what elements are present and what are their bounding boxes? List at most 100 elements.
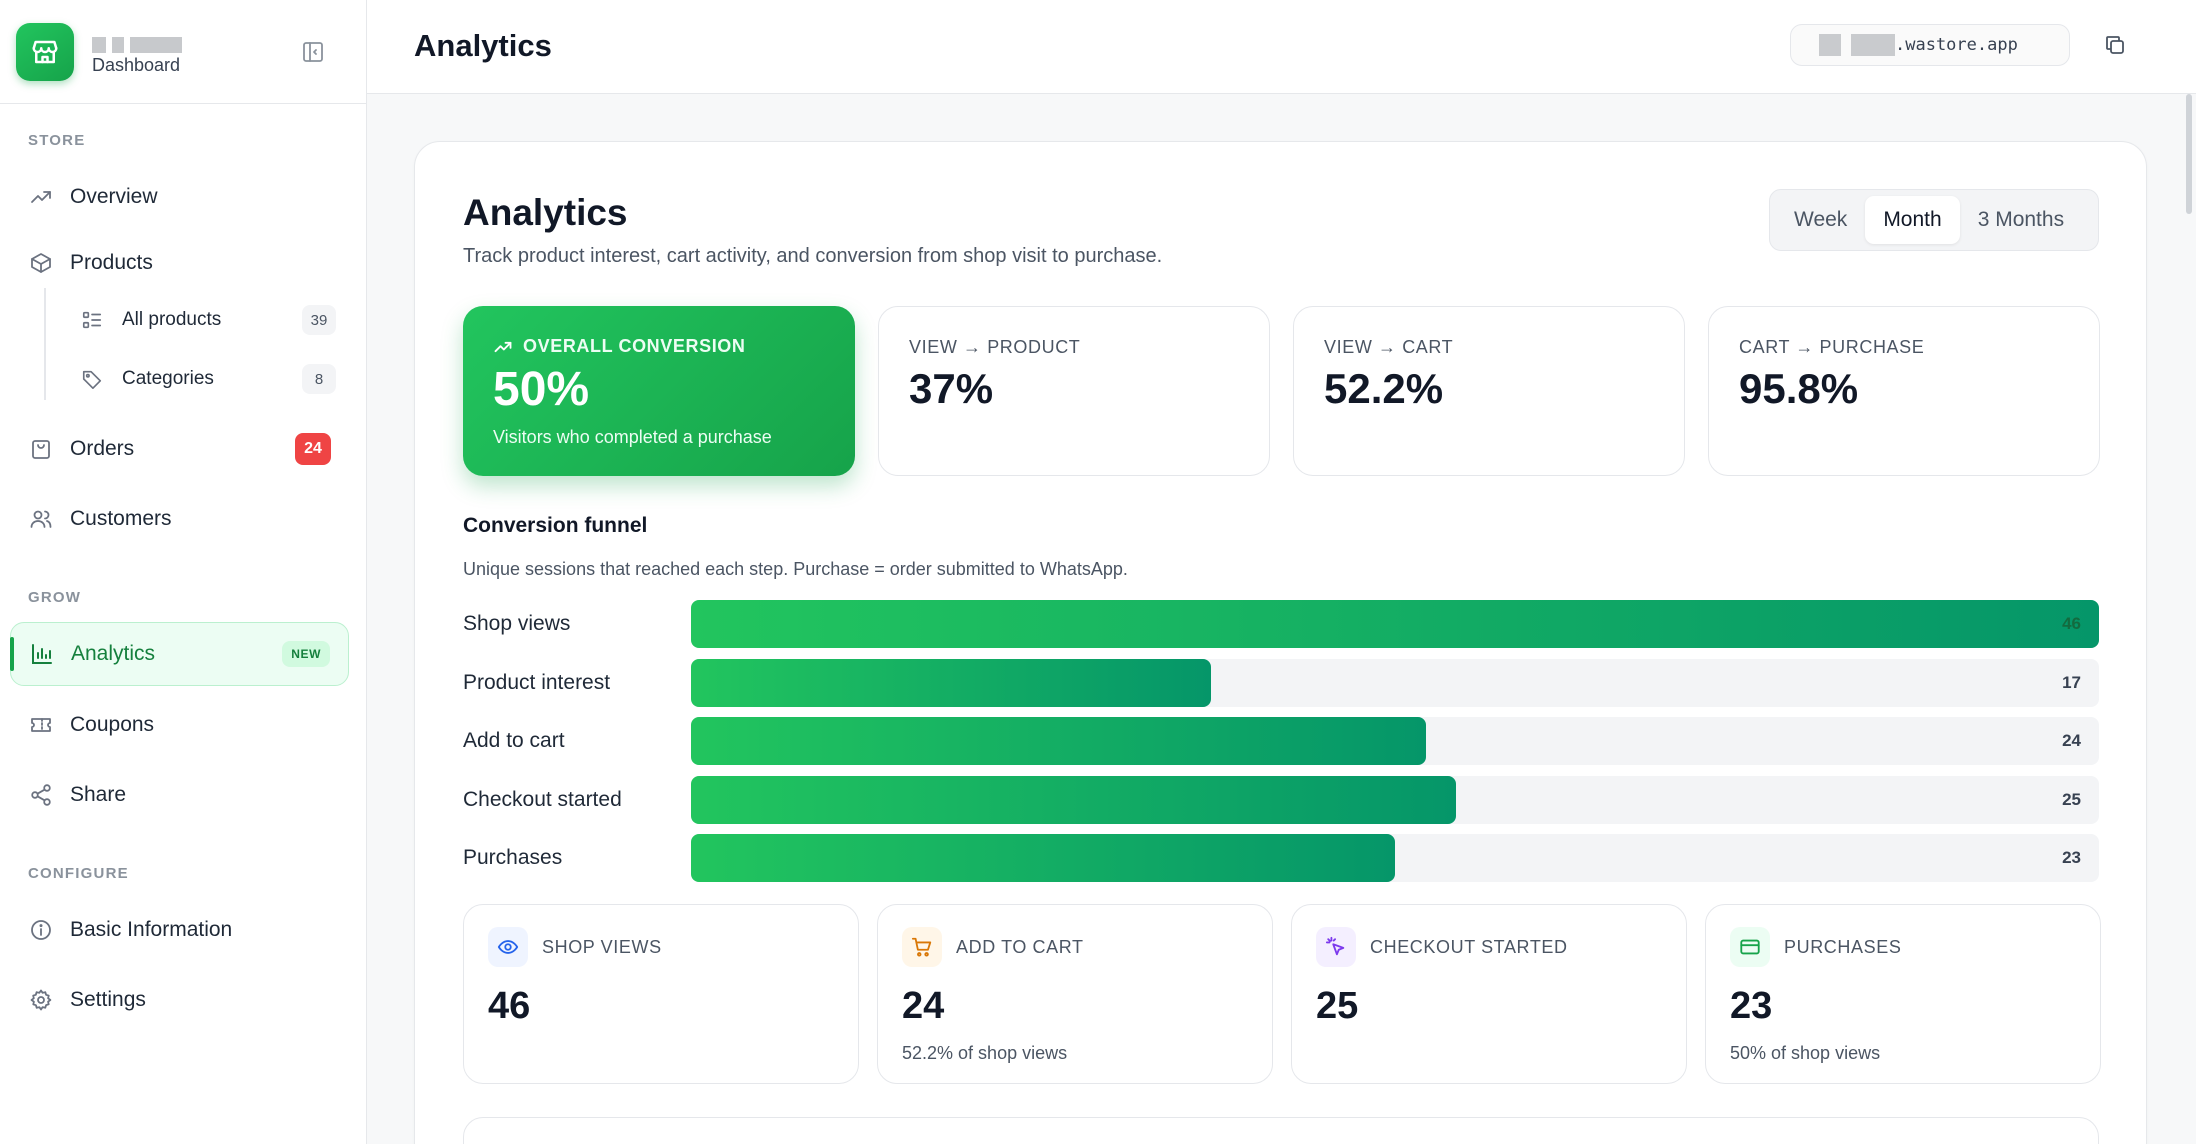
analytics-subtitle: Track product interest, cart activity, a…	[463, 245, 1163, 267]
sidebar-item-share[interactable]: Share	[10, 763, 349, 827]
metric-value: 24	[902, 985, 945, 1027]
store-icon[interactable]	[16, 22, 74, 81]
shopping-bag-icon	[28, 436, 54, 462]
analytics-card: Analytics Track product interest, cart a…	[414, 141, 2147, 1144]
topbar: Analytics .wastore.app	[367, 0, 2196, 94]
sidebar-item-coupons[interactable]: Coupons	[10, 693, 349, 757]
count-badge: 8	[302, 364, 336, 394]
ticket-icon	[28, 712, 54, 738]
store-url-suffix: .wastore.app	[1895, 35, 2018, 55]
sidebar-item-label: Products	[70, 251, 153, 274]
metric-value: 25	[1316, 985, 1359, 1027]
metric-card-purchases: PURCHASES 23 50% of shop views	[1705, 904, 2101, 1084]
eye-icon	[488, 927, 528, 967]
funnel-subtitle: Unique sessions that reached each step. …	[463, 559, 1128, 579]
sidebar: Dashboard STORE Overview Products All pr…	[0, 0, 367, 1144]
stat-value: 50%	[493, 363, 590, 416]
brand-header: Dashboard	[0, 0, 366, 104]
new-badge: NEW	[282, 641, 330, 667]
funnel-row: Shop views 46	[463, 600, 2099, 648]
sidebar-item-products[interactable]: Products	[10, 231, 349, 295]
next-section-card	[463, 1117, 2099, 1144]
sidebar-item-all-products[interactable]: All products 39	[74, 295, 336, 345]
stat-card-cart-purchase: CART → PURCHASE 95.8%	[1708, 306, 2100, 476]
metric-header: CHECKOUT STARTED	[1316, 927, 1568, 967]
metric-note: 50% of shop views	[1730, 1043, 1881, 1063]
users-icon	[28, 506, 54, 532]
funnel-row: Purchases 23	[463, 834, 2099, 882]
tag-icon	[80, 367, 104, 391]
credit-card-icon	[1730, 927, 1770, 967]
funnel-track: 24	[691, 717, 2099, 765]
sidebar-item-label: Orders	[70, 437, 135, 460]
cart-icon	[902, 927, 942, 967]
funnel-track: 46	[691, 600, 2099, 648]
box-icon	[28, 250, 54, 276]
metric-label: ADD TO CART	[956, 936, 1084, 957]
funnel-step-count: 24	[2062, 731, 2081, 750]
funnel-title: Conversion funnel	[463, 514, 648, 537]
metric-header: PURCHASES	[1730, 927, 1901, 967]
funnel-bar	[691, 834, 1395, 882]
count-badge: 39	[302, 305, 336, 335]
stat-label: CART → PURCHASE	[1739, 337, 1925, 357]
brand-subtitle: Dashboard	[92, 54, 181, 75]
info-icon	[28, 917, 54, 943]
sidebar-item-customers[interactable]: Customers	[10, 487, 349, 551]
metric-label: PURCHASES	[1784, 936, 1902, 957]
metric-value: 23	[1730, 985, 1773, 1027]
sidebar-item-basic-information[interactable]: Basic Information	[10, 898, 349, 962]
sidebar-item-label: Settings	[70, 988, 146, 1011]
sidebar-item-overview[interactable]: Overview	[10, 165, 349, 229]
funnel-step-label: Purchases	[463, 846, 563, 869]
pointer-click-icon	[1316, 927, 1356, 967]
orders-count-badge: 24	[295, 433, 331, 465]
sidebar-item-categories[interactable]: Categories 8	[74, 354, 336, 404]
stat-value: 95.8%	[1739, 365, 1859, 412]
share-icon	[28, 782, 54, 808]
stat-card-overall-conversion: OVERALL CONVERSION 50% Visitors who comp…	[463, 306, 855, 476]
funnel-row: Add to cart 24	[463, 717, 2099, 765]
range-option-3-months[interactable]: 3 Months	[1977, 208, 2065, 231]
store-url-pill[interactable]: .wastore.app	[1790, 24, 2070, 66]
range-option-month[interactable]: Month	[1865, 196, 1960, 244]
sidebar-item-orders[interactable]: Orders 24	[10, 417, 349, 481]
funnel-track: 25	[691, 776, 2099, 824]
sidebar-item-settings[interactable]: Settings	[10, 968, 349, 1032]
funnel-step-count: 17	[2062, 673, 2081, 692]
metric-card-checkout-started: CHECKOUT STARTED 25	[1291, 904, 1687, 1084]
analytics-title: Analytics	[463, 192, 628, 233]
page-title: Analytics	[414, 28, 552, 63]
metric-note: 52.2% of shop views	[902, 1043, 1068, 1063]
sidebar-item-label: Categories	[122, 368, 214, 389]
stat-note: Visitors who completed a purchase	[493, 427, 772, 447]
sidebar-item-label: Analytics	[71, 642, 156, 665]
funnel-bar	[691, 600, 2099, 648]
funnel-step-label: Checkout started	[463, 788, 622, 811]
trending-up-icon	[494, 341, 512, 352]
funnel-row: Product interest 17	[463, 659, 2099, 707]
funnel-step-count: 46	[2062, 614, 2081, 633]
bar-chart-icon	[29, 641, 55, 667]
copy-icon[interactable]	[2100, 30, 2130, 60]
funnel-row: Checkout started 25	[463, 776, 2099, 824]
page-scrollbar[interactable]	[2186, 94, 2192, 214]
store-url-redacted	[1819, 34, 1895, 56]
metric-value: 46	[488, 985, 531, 1027]
sidebar-item-analytics[interactable]: Analytics NEW	[10, 622, 349, 686]
stat-card-view-cart: VIEW → CART 52.2%	[1293, 306, 1685, 476]
sidebar-item-label: Basic Information	[70, 918, 233, 941]
funnel-bar	[691, 717, 1426, 765]
metric-card-add-to-cart: ADD TO CART 24 52.2% of shop views	[877, 904, 1273, 1084]
sidebar-item-label: Share	[70, 783, 127, 806]
section-label-grow: GROW	[28, 589, 82, 606]
funnel-track: 17	[691, 659, 2099, 707]
sidebar-item-label: Overview	[70, 185, 158, 208]
brand-text: Dashboard	[92, 23, 252, 81]
section-label-store: STORE	[28, 132, 86, 149]
stat-label-text: OVERALL CONVERSION	[523, 336, 746, 356]
section-label-configure: CONFIGURE	[28, 865, 129, 882]
sidebar-collapse-icon[interactable]	[298, 37, 328, 67]
funnel-bar	[691, 659, 1212, 707]
range-option-week[interactable]: Week	[1794, 208, 1848, 231]
